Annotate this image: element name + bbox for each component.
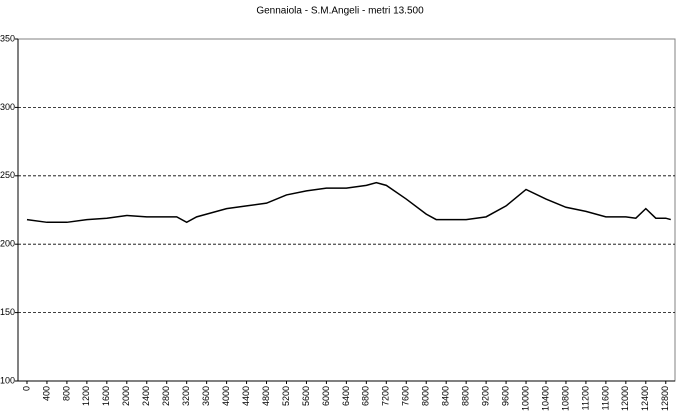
x-tick-label: 0 [21, 386, 31, 391]
x-tick-label: 800 [61, 386, 71, 401]
x-tick-label: 2000 [121, 386, 131, 406]
x-tick-label: 12400 [640, 386, 650, 411]
x-tick-label: 9200 [480, 386, 490, 406]
x-tick-label: 3200 [181, 386, 191, 406]
x-tick-label: 4800 [261, 386, 271, 406]
x-tick-label: 11600 [600, 386, 610, 410]
y-tick-label: 300 [0, 102, 15, 112]
chart-title: Gennaiola - S.M.Angeli - metri 13.500 [256, 6, 424, 17]
x-tick-label: 6400 [341, 386, 351, 406]
x-tick-label: 10400 [540, 386, 550, 411]
x-tick-label: 8400 [441, 386, 451, 406]
x-tick-label: 11200 [580, 386, 590, 410]
x-tick-label: 6800 [361, 386, 371, 406]
x-tick-label: 10800 [560, 386, 570, 411]
x-tick-label: 400 [41, 386, 51, 401]
x-tick-label: 2800 [161, 386, 171, 406]
x-tick-label: 4400 [241, 386, 251, 406]
y-tick-label: 100 [0, 375, 15, 385]
x-tick-label: 12000 [620, 386, 630, 411]
profile-line [26, 181, 671, 224]
x-tick-label: 5600 [301, 386, 311, 406]
x-tick-label: 5200 [281, 386, 291, 406]
y-tick-label: 350 [0, 33, 15, 43]
x-tick-label: 2400 [141, 386, 151, 406]
x-tick-label: 9600 [500, 386, 510, 406]
x-tick-label: 1200 [81, 386, 91, 406]
y-tick-label: 250 [0, 170, 15, 180]
x-tick-label: 1600 [101, 386, 111, 406]
x-tick-label: 3600 [201, 386, 211, 406]
x-tick-label: 8000 [421, 386, 431, 406]
x-tick-label: 7600 [401, 386, 411, 406]
x-tick-label: 12800 [660, 386, 670, 411]
y-tick-label: 200 [0, 239, 15, 249]
y-tick-label: 150 [0, 307, 15, 317]
x-tick-label: 4000 [221, 386, 231, 406]
x-tick-label: 6000 [321, 386, 331, 406]
x-tick-label: 10000 [520, 386, 530, 411]
x-tick-label: 7200 [381, 386, 391, 406]
x-tick-label: 8800 [461, 386, 471, 406]
